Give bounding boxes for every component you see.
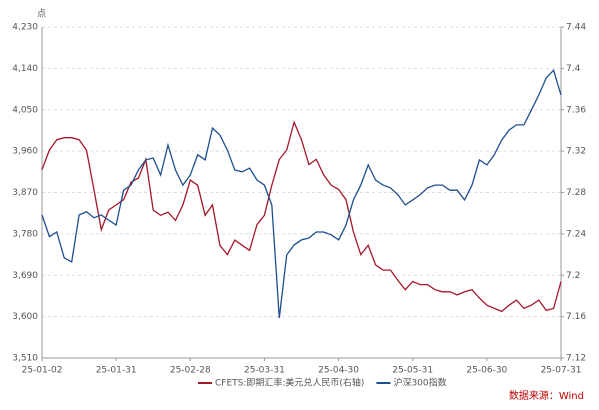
y2-tick-label: 7.32 bbox=[566, 147, 586, 157]
y-tick-label: 3,510 bbox=[12, 354, 38, 364]
y2-tick-label: 7.12 bbox=[566, 354, 586, 364]
x-tick-label: 25-03-31 bbox=[244, 366, 285, 376]
x-tick-label: 25-06-30 bbox=[466, 366, 507, 376]
y-tick-label: 3,600 bbox=[12, 312, 38, 322]
source-note: 数据来源：Wind bbox=[509, 389, 584, 402]
y2-tick-label: 7.24 bbox=[566, 229, 586, 239]
x-tick-label: 25-04-30 bbox=[318, 366, 359, 376]
y-tick-label: 3,870 bbox=[12, 188, 38, 198]
legend-label: CFETS:即期汇率:美元兑人民币(右轴) bbox=[215, 377, 364, 389]
y-tick-label: 3,960 bbox=[12, 147, 38, 157]
y2-tick-label: 7.28 bbox=[566, 188, 586, 198]
x-tick-label: 25-01-02 bbox=[22, 366, 63, 376]
x-tick-label: 25-07-31 bbox=[541, 366, 582, 376]
y-tick-label: 4,230 bbox=[12, 23, 38, 33]
y2-tick-label: 7.16 bbox=[566, 312, 586, 322]
y2-tick-label: 7.36 bbox=[566, 105, 586, 115]
y-tick-label: 3,690 bbox=[12, 271, 38, 281]
series-line bbox=[41, 120, 562, 313]
y2-tick-label: 7.44 bbox=[566, 23, 586, 33]
y-tick-label: 3,780 bbox=[12, 229, 38, 239]
legend-label: 沪深300指数 bbox=[393, 377, 446, 389]
x-tick-label: 25-05-31 bbox=[392, 366, 433, 376]
y2-tick-label: 7.4 bbox=[566, 64, 581, 74]
x-tick-label: 25-02-28 bbox=[170, 366, 211, 376]
y-unit-label: 点 bbox=[37, 9, 46, 20]
x-tick-label: 25-01-31 bbox=[96, 366, 137, 376]
y2-tick-label: 7.2 bbox=[566, 271, 580, 281]
y-tick-label: 4,140 bbox=[12, 64, 38, 74]
y-tick-label: 4,050 bbox=[12, 105, 38, 115]
series-line bbox=[41, 68, 562, 319]
